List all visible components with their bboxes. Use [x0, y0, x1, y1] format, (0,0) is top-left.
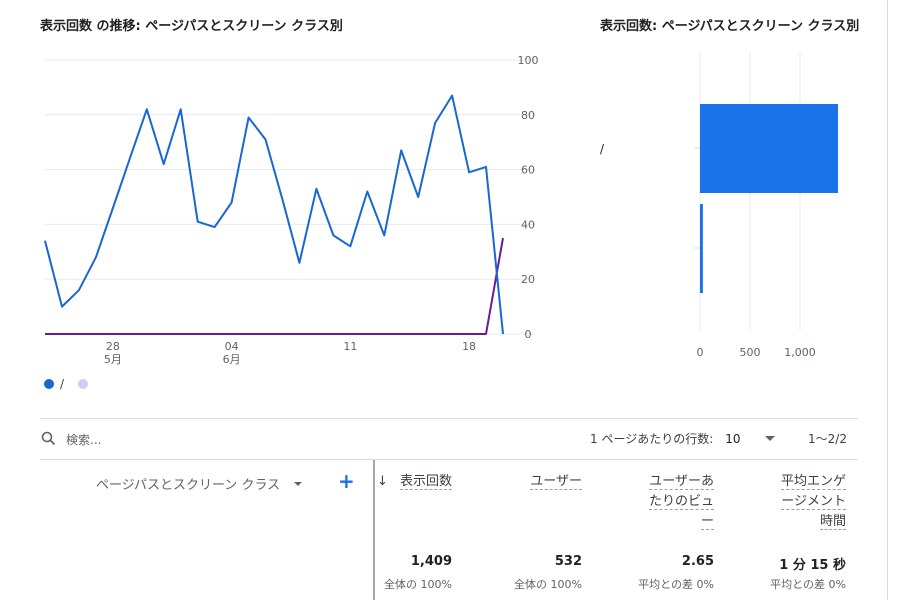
line-chart-title: 表示回数 の推移: ページパスとスクリーン クラス別 — [40, 19, 343, 34]
bar-chart: 0 500 1,000 / — [600, 52, 838, 359]
legend-dot-icon — [78, 379, 89, 389]
section-divider — [40, 418, 858, 419]
x-tick-label: 1,000 — [784, 346, 816, 359]
sort-arrow-icon: ↓ — [377, 474, 388, 489]
column-header-label: たりのビュ — [648, 494, 714, 510]
x-tick-label: 28 — [106, 340, 120, 353]
total-views-per-user: 2.65 — [681, 554, 714, 569]
column-header-label: 時間 — [819, 514, 846, 530]
series-line-root — [44, 94, 504, 335]
column-header-label: ー — [700, 514, 714, 530]
x-tick-label: 500 — [740, 346, 761, 359]
rows-per-page-value: 10 — [725, 431, 741, 446]
column-header-label: ユーザー — [530, 474, 582, 490]
x-tick-sublabel: 6月 — [223, 353, 241, 366]
add-dimension-button[interactable]: + — [338, 469, 355, 493]
legend-item-other[interactable] — [78, 379, 94, 389]
column-header-users[interactable]: ユーザー — [510, 472, 582, 492]
dimension-header[interactable]: ページパスとスクリーン クラス — [96, 474, 303, 493]
y-tick-label: 40 — [521, 218, 535, 231]
rows-per-page-label: 1 ページあたりの行数: — [590, 432, 714, 446]
column-header-views[interactable]: 表示回数 — [394, 472, 452, 492]
total-users: 532 — [554, 554, 582, 569]
chevron-down-icon — [765, 436, 776, 441]
rows-per-page: 1 ページあたりの行数: 10 — [590, 430, 776, 447]
y-tick-label: 60 — [521, 164, 535, 177]
column-header-label: ージメント — [781, 494, 846, 510]
column-header-label: 表示回数 — [399, 474, 452, 490]
x-tick-label: 11 — [343, 340, 357, 353]
series-line-other — [45, 237, 504, 335]
column-header-label: ユーザーあ — [649, 474, 714, 490]
x-tick-label: 18 — [462, 340, 476, 353]
total-engagement-time: 1 分 15 秒 — [779, 558, 846, 573]
legend-label: / — [60, 377, 65, 391]
legend-dot-icon — [44, 379, 54, 389]
panel-edge — [887, 0, 888, 600]
total-users-share: 全体の 100% — [514, 578, 582, 591]
column-separator — [373, 460, 375, 600]
search-icon — [40, 430, 58, 448]
legend-item-root[interactable]: / — [44, 377, 64, 391]
dimension-header-label: ページパスとスクリーン クラス — [96, 478, 281, 493]
table-search[interactable]: 検索... — [40, 430, 101, 448]
y-tick-label: 20 — [521, 273, 535, 286]
bar — [700, 104, 838, 193]
x-tick-label: 04 — [225, 340, 239, 353]
chevron-down-icon — [294, 481, 303, 486]
search-input[interactable]: 検索... — [66, 432, 102, 447]
category-label: / — [600, 142, 605, 156]
pagination-label: 1〜2/2 — [808, 432, 847, 446]
column-header-views-per-user[interactable]: ユーザーあ たりのビュ ー — [630, 472, 714, 532]
x-tick-sublabel: 5月 — [104, 353, 122, 366]
total-engagement-time-diff: 平均との差 0% — [770, 578, 846, 591]
total-views: 1,409 — [410, 554, 452, 569]
bar — [700, 204, 703, 293]
table-header-divider — [40, 459, 858, 460]
y-tick-label: 80 — [521, 109, 535, 122]
total-views-per-user-diff: 平均との差 0% — [638, 578, 714, 591]
column-header-engagement-time[interactable]: 平均エンゲ ージメント 時間 — [760, 472, 846, 532]
x-tick-label: 0 — [697, 346, 704, 359]
rows-per-page-select[interactable]: 10 — [725, 431, 776, 446]
bar-chart-title: 表示回数: ページパスとスクリーン クラス別 — [600, 19, 860, 34]
total-views-share: 全体の 100% — [384, 578, 452, 591]
line-chart-legend: / — [44, 377, 108, 391]
y-tick-label: 0 — [525, 328, 532, 341]
y-tick-label: 100 — [518, 54, 539, 67]
column-header-label: 平均エンゲ — [780, 474, 846, 490]
